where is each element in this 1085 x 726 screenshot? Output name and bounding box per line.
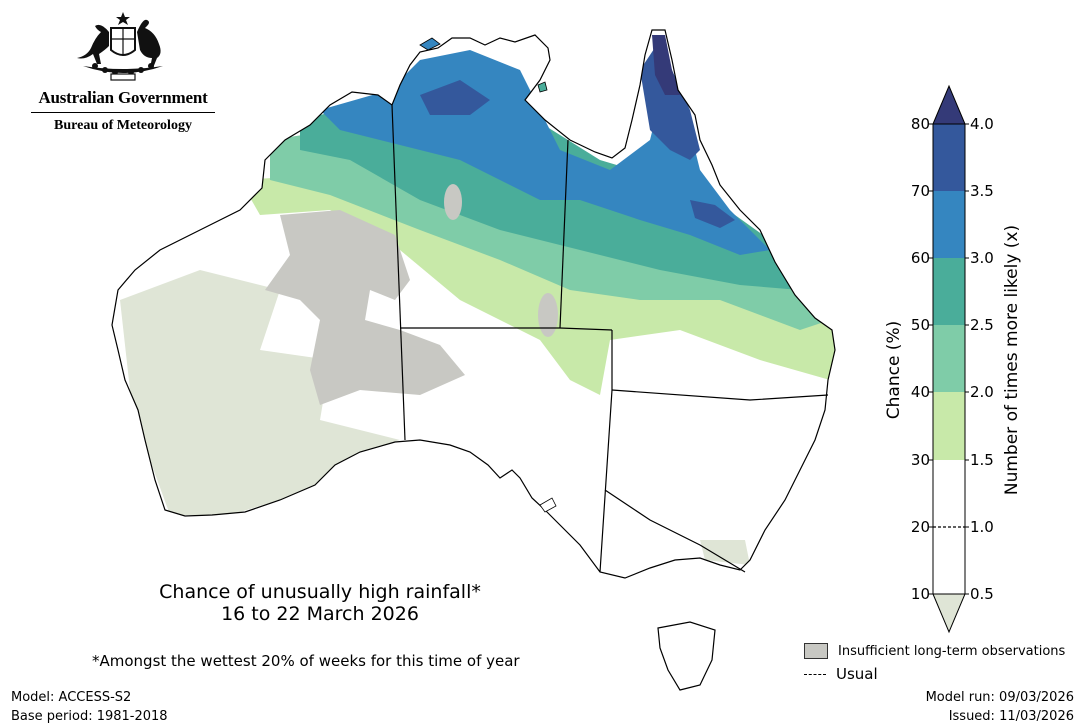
chance-tick-30: 30 — [910, 451, 930, 469]
logo-divider — [31, 112, 215, 113]
base-period: Base period: 1981-2018 — [11, 709, 168, 724]
chance-tick-60: 60 — [910, 249, 930, 267]
likely-tick-1-0: 1.0 — [970, 518, 994, 536]
model-run-date: Model run: 09/03/2026 — [925, 690, 1074, 705]
bureau-name: Bureau of Meteorology — [54, 118, 192, 133]
cbar-30-40 — [933, 392, 965, 460]
cbar-70-80 — [933, 124, 965, 191]
bom-logo: Australian Government Bureau of Meteorol… — [28, 10, 218, 134]
likely-tick-3-0: 3.0 — [970, 249, 994, 267]
coat-of-arms-icon — [77, 12, 163, 81]
likely-tick-1-5: 1.5 — [970, 451, 994, 469]
legend-insufficient: Insufficient long-term observations — [804, 643, 1065, 659]
run-info: Model run: 09/03/2026 Issued: 11/03/2026 — [926, 688, 1074, 726]
cbar-top-arrow — [932, 84, 966, 125]
title-line-1: Chance of unusually high rainfall* — [159, 581, 481, 603]
usual-label: Usual — [836, 665, 878, 683]
chance-tick-80: 80 — [910, 115, 930, 133]
org-name: Australian Government — [38, 88, 208, 107]
chance-tick-70: 70 — [910, 182, 930, 200]
insufficient-label: Insufficient long-term observations — [838, 643, 1066, 659]
cbar-10-30 — [933, 460, 965, 594]
likely-tick-2-0: 2.0 — [970, 383, 994, 401]
chance-tick-10: 10 — [910, 585, 930, 603]
cbar-50-60 — [933, 258, 965, 325]
insufficient-swatch — [804, 643, 828, 659]
likely-tick-0-5: 0.5 — [970, 585, 994, 603]
chance-axis-label: Chance (%) — [884, 320, 904, 420]
footnote: *Amongst the wettest 20% of weeks for th… — [92, 652, 520, 670]
cbar-bottom-arrow — [932, 593, 966, 634]
issued-date: Issued: 11/03/2026 — [948, 709, 1074, 724]
title-line-2: 16 to 22 March 2026 — [221, 603, 419, 625]
australia-rainfall-map — [111, 29, 836, 691]
legend-usual: Usual — [804, 665, 878, 683]
chance-tick-20: 20 — [910, 518, 930, 536]
model-name: Model: ACCESS-S2 — [11, 690, 132, 705]
chance-tick-40: 40 — [910, 383, 930, 401]
likely-tick-4-0: 4.0 — [970, 115, 994, 133]
cbar-60-70 — [933, 191, 965, 258]
likely-tick-3-5: 3.5 — [970, 182, 994, 200]
likely-tick-2-5: 2.5 — [970, 316, 994, 334]
likely-axis-label: Number of times more likely (x) — [1002, 224, 1022, 496]
map-title: Chance of unusually high rainfall* 16 to… — [120, 581, 520, 625]
usual-dash — [804, 673, 826, 675]
chance-tick-50: 50 — [910, 316, 930, 334]
model-info: Model: ACCESS-S2 Base period: 1981-2018 — [11, 688, 168, 726]
cbar-40-50 — [933, 325, 965, 392]
